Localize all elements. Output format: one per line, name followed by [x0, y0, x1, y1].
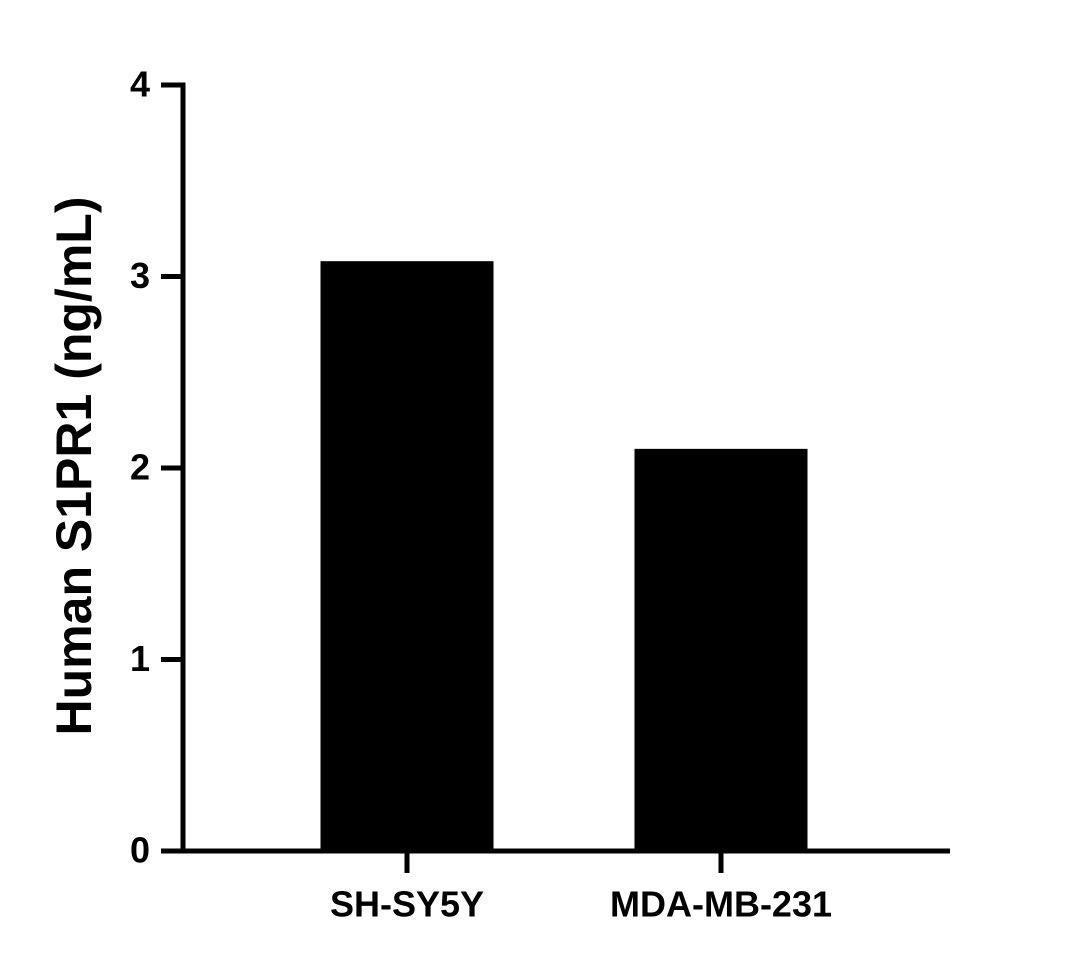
bar	[634, 448, 808, 851]
bar	[320, 261, 494, 851]
x-tick-label: MDA-MB-231	[610, 884, 832, 925]
y-tick-label: 3	[130, 255, 150, 296]
y-axis-label: Human S1PR1 (ng/mL)	[46, 197, 102, 736]
y-tick-label: 4	[130, 64, 150, 105]
y-tick-label: 2	[130, 447, 150, 488]
y-tick-label: 0	[130, 830, 150, 871]
x-tick-label: SH-SY5Y	[330, 884, 484, 925]
y-tick-label: 1	[130, 638, 150, 679]
